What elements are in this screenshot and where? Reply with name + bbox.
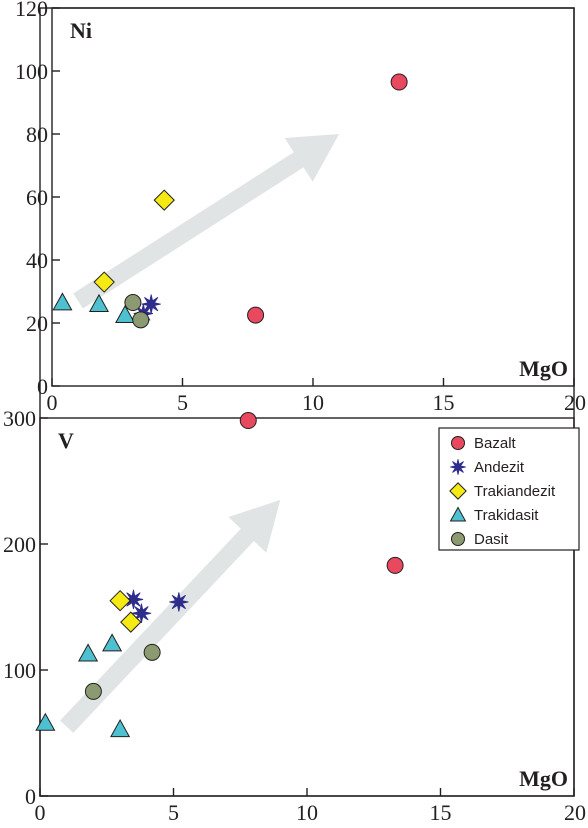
y-tick-label: 0 [25, 784, 36, 809]
legend-label-trakidasit: Trakidasit [474, 507, 539, 524]
point-bazalt [239, 412, 257, 430]
x-tick-label: 0 [47, 390, 58, 415]
legend-label-dasit: Dasit [474, 531, 509, 548]
point-trakidasit [102, 633, 123, 652]
y-tick-label: 80 [26, 122, 48, 147]
y-tick-label: 40 [26, 248, 48, 273]
x-tick-label: 20 [564, 390, 586, 415]
y-tick-label: 120 [15, 0, 48, 21]
point-bazalt [390, 73, 408, 91]
legend-marker-trakidasit [449, 506, 467, 522]
x-tick-label: 5 [168, 800, 179, 825]
y-axis-label: Ni [70, 18, 92, 43]
point-dasit [143, 643, 161, 661]
point-trakidasit [115, 304, 136, 323]
legend-label-bazalt: Bazalt [474, 435, 517, 452]
point-andezit [123, 589, 144, 610]
point-dasit [132, 311, 150, 329]
point-andezit [141, 294, 161, 314]
point-trakiandezit [93, 271, 115, 293]
x-tick-label: 10 [296, 800, 318, 825]
x-tick-label: 0 [35, 800, 46, 825]
point-trakiandezit [153, 189, 175, 211]
x-tick-label: 5 [177, 390, 188, 415]
legend-marker-bazalt [451, 436, 465, 450]
point-dasit [84, 682, 102, 700]
panel-v: 0 100 200 300 0 5 10 15 20 V MgO Bazalt Andezit Traki… [3, 406, 586, 825]
trend-arrow [60, 499, 281, 733]
x-axis-label: MgO [519, 766, 568, 791]
x-tick-label: 15 [430, 800, 452, 825]
point-dasit [124, 294, 142, 312]
y-axis-label: V [58, 428, 74, 453]
y-tick-label: 20 [26, 311, 48, 336]
point-trakidasit [110, 718, 131, 738]
y-tick-label: 0 [37, 374, 48, 399]
point-bazalt [247, 306, 265, 324]
point-bazalt [386, 556, 404, 574]
panel-ni: 0 20 40 60 80 100 120 0 5 10 15 20 Ni MgO [15, 0, 586, 415]
legend-marker-dasit [451, 532, 465, 546]
point-trakidasit [35, 712, 56, 731]
x-tick-label: 20 [564, 800, 586, 825]
legend: Bazalt Andezit Trakiandezit Trakidasit Dasit [438, 427, 580, 551]
y-tick-label: 100 [15, 59, 48, 84]
trend-arrow [73, 134, 340, 309]
point-trakidasit [78, 643, 99, 662]
legend-label-andezit: Andezit [474, 459, 525, 476]
x-axis-label: MgO [519, 356, 568, 381]
point-trakiandezit [120, 611, 142, 633]
plot-area [51, 7, 575, 387]
point-trakidasit [88, 293, 110, 312]
legend-label-trakiandezit: Trakiandezit [474, 483, 556, 500]
legend-marker-trakiandezit [449, 482, 467, 500]
x-tick-label: 15 [433, 390, 455, 415]
point-trakiandezit [109, 589, 131, 612]
y-tick-label: 200 [3, 532, 36, 557]
legend-marker-andezit [450, 459, 466, 475]
x-tick-label: 10 [302, 390, 324, 415]
y-tick-label: 100 [3, 658, 36, 683]
y-tick-label: 60 [26, 185, 48, 210]
point-andezit [169, 592, 189, 612]
point-trakidasit [52, 292, 73, 311]
y-tick-label: 300 [3, 406, 36, 431]
